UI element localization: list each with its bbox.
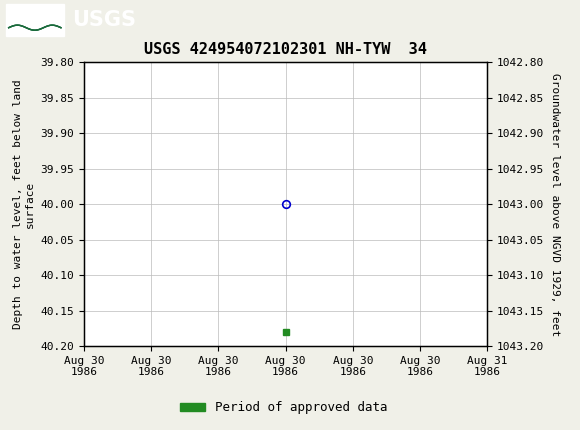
- Legend: Period of approved data: Period of approved data: [175, 396, 393, 419]
- Title: USGS 424954072102301 NH-TYW  34: USGS 424954072102301 NH-TYW 34: [144, 42, 427, 57]
- Text: USGS: USGS: [72, 10, 136, 30]
- Y-axis label: Depth to water level, feet below land
surface: Depth to water level, feet below land su…: [13, 80, 35, 329]
- FancyBboxPatch shape: [6, 4, 64, 36]
- Y-axis label: Groundwater level above NGVD 1929, feet: Groundwater level above NGVD 1929, feet: [550, 73, 560, 336]
